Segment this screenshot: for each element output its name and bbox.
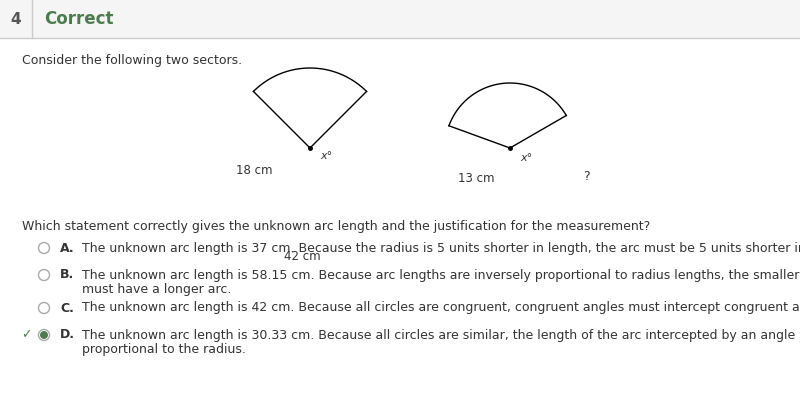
Text: x°: x° — [320, 151, 332, 161]
Text: The unknown arc length is 30.33 cm. Because all circles are similar, the length : The unknown arc length is 30.33 cm. Beca… — [82, 329, 800, 342]
Text: Correct: Correct — [44, 10, 114, 28]
Text: x°: x° — [520, 153, 532, 163]
Text: The unknown arc length is 37 cm. Because the radius is 5 units shorter in length: The unknown arc length is 37 cm. Because… — [82, 242, 800, 255]
Text: 13 cm: 13 cm — [458, 171, 495, 184]
Text: 18 cm: 18 cm — [235, 164, 272, 177]
Bar — [0, 0, 800, 38]
Text: 4: 4 — [10, 11, 22, 26]
Text: B.: B. — [60, 268, 74, 281]
Text: The unknown arc length is 42 cm. Because all circles are congruent, congruent an: The unknown arc length is 42 cm. Because… — [82, 301, 800, 314]
Text: The unknown arc length is 58.15 cm. Because arc lengths are inversely proportion: The unknown arc length is 58.15 cm. Beca… — [82, 268, 800, 281]
Circle shape — [40, 331, 48, 339]
Text: C.: C. — [60, 301, 74, 314]
Text: must have a longer arc.: must have a longer arc. — [82, 284, 231, 297]
Text: D.: D. — [60, 329, 75, 342]
Text: ✓: ✓ — [21, 329, 31, 342]
Text: Consider the following two sectors.: Consider the following two sectors. — [22, 54, 242, 67]
Text: ?: ? — [583, 169, 590, 182]
Text: 42 cm: 42 cm — [284, 250, 320, 263]
Text: Which statement correctly gives the unknown arc length and the justification for: Which statement correctly gives the unkn… — [22, 220, 650, 233]
Text: A.: A. — [60, 242, 74, 255]
Text: proportional to the radius.: proportional to the radius. — [82, 344, 246, 357]
